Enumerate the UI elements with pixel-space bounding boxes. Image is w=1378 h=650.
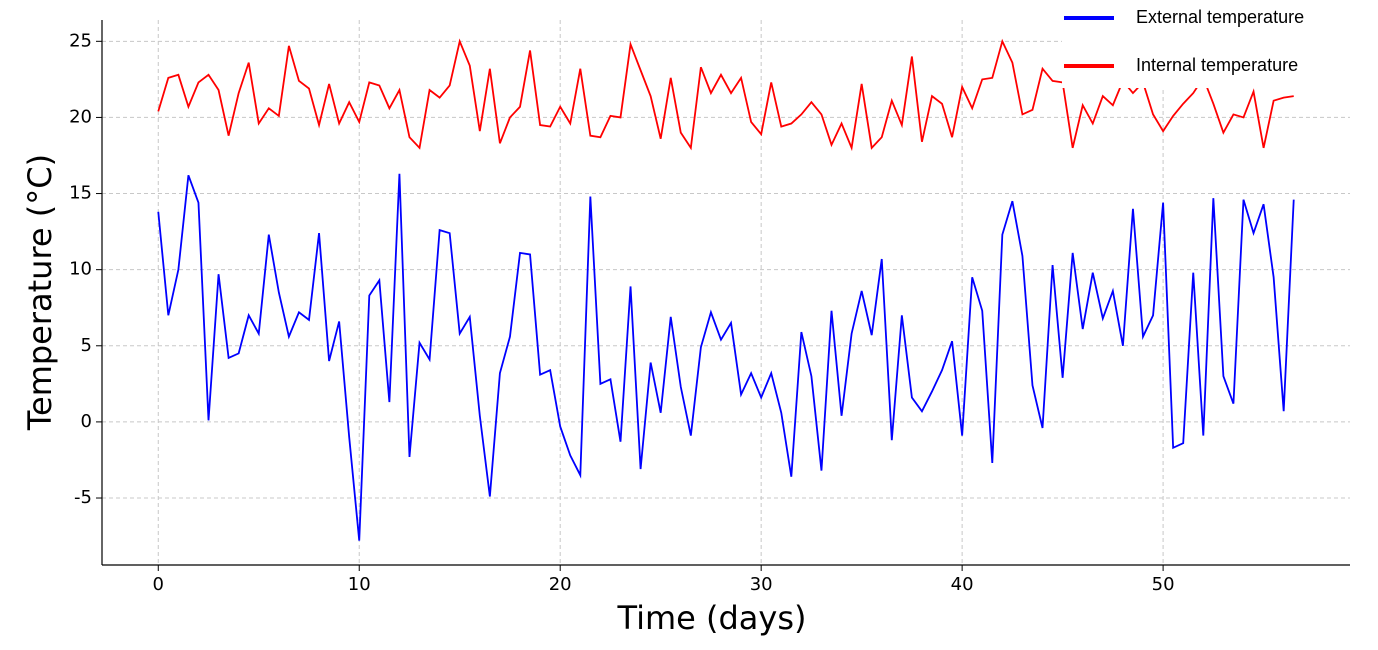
x-tick-label: 10	[348, 574, 371, 595]
line	[157, 173, 1295, 541]
y-tick-label: 20	[69, 106, 92, 127]
legend-box	[1062, 0, 1352, 88]
legend-label: External temperature	[1136, 7, 1304, 27]
x-axis-label: Time (days)	[617, 599, 807, 637]
x-tick-label: 40	[951, 574, 974, 595]
legend-label: Internal temperature	[1136, 55, 1298, 75]
y-axis-label: Temperature (°C)	[21, 154, 59, 431]
x-tick-label: 20	[549, 574, 572, 595]
y-tick-label: 5	[81, 335, 92, 356]
x-tick-label: 30	[750, 574, 773, 595]
y-tick-label: 0	[81, 411, 92, 432]
x-tick-label: 0	[153, 574, 164, 595]
y-tick-label: 25	[69, 30, 92, 51]
y-tick-label: -5	[74, 487, 92, 508]
line	[157, 38, 1294, 152]
y-tick-label: 10	[69, 259, 92, 280]
y-tick-label: 15	[69, 183, 92, 204]
x-tick-label: 50	[1152, 574, 1175, 595]
